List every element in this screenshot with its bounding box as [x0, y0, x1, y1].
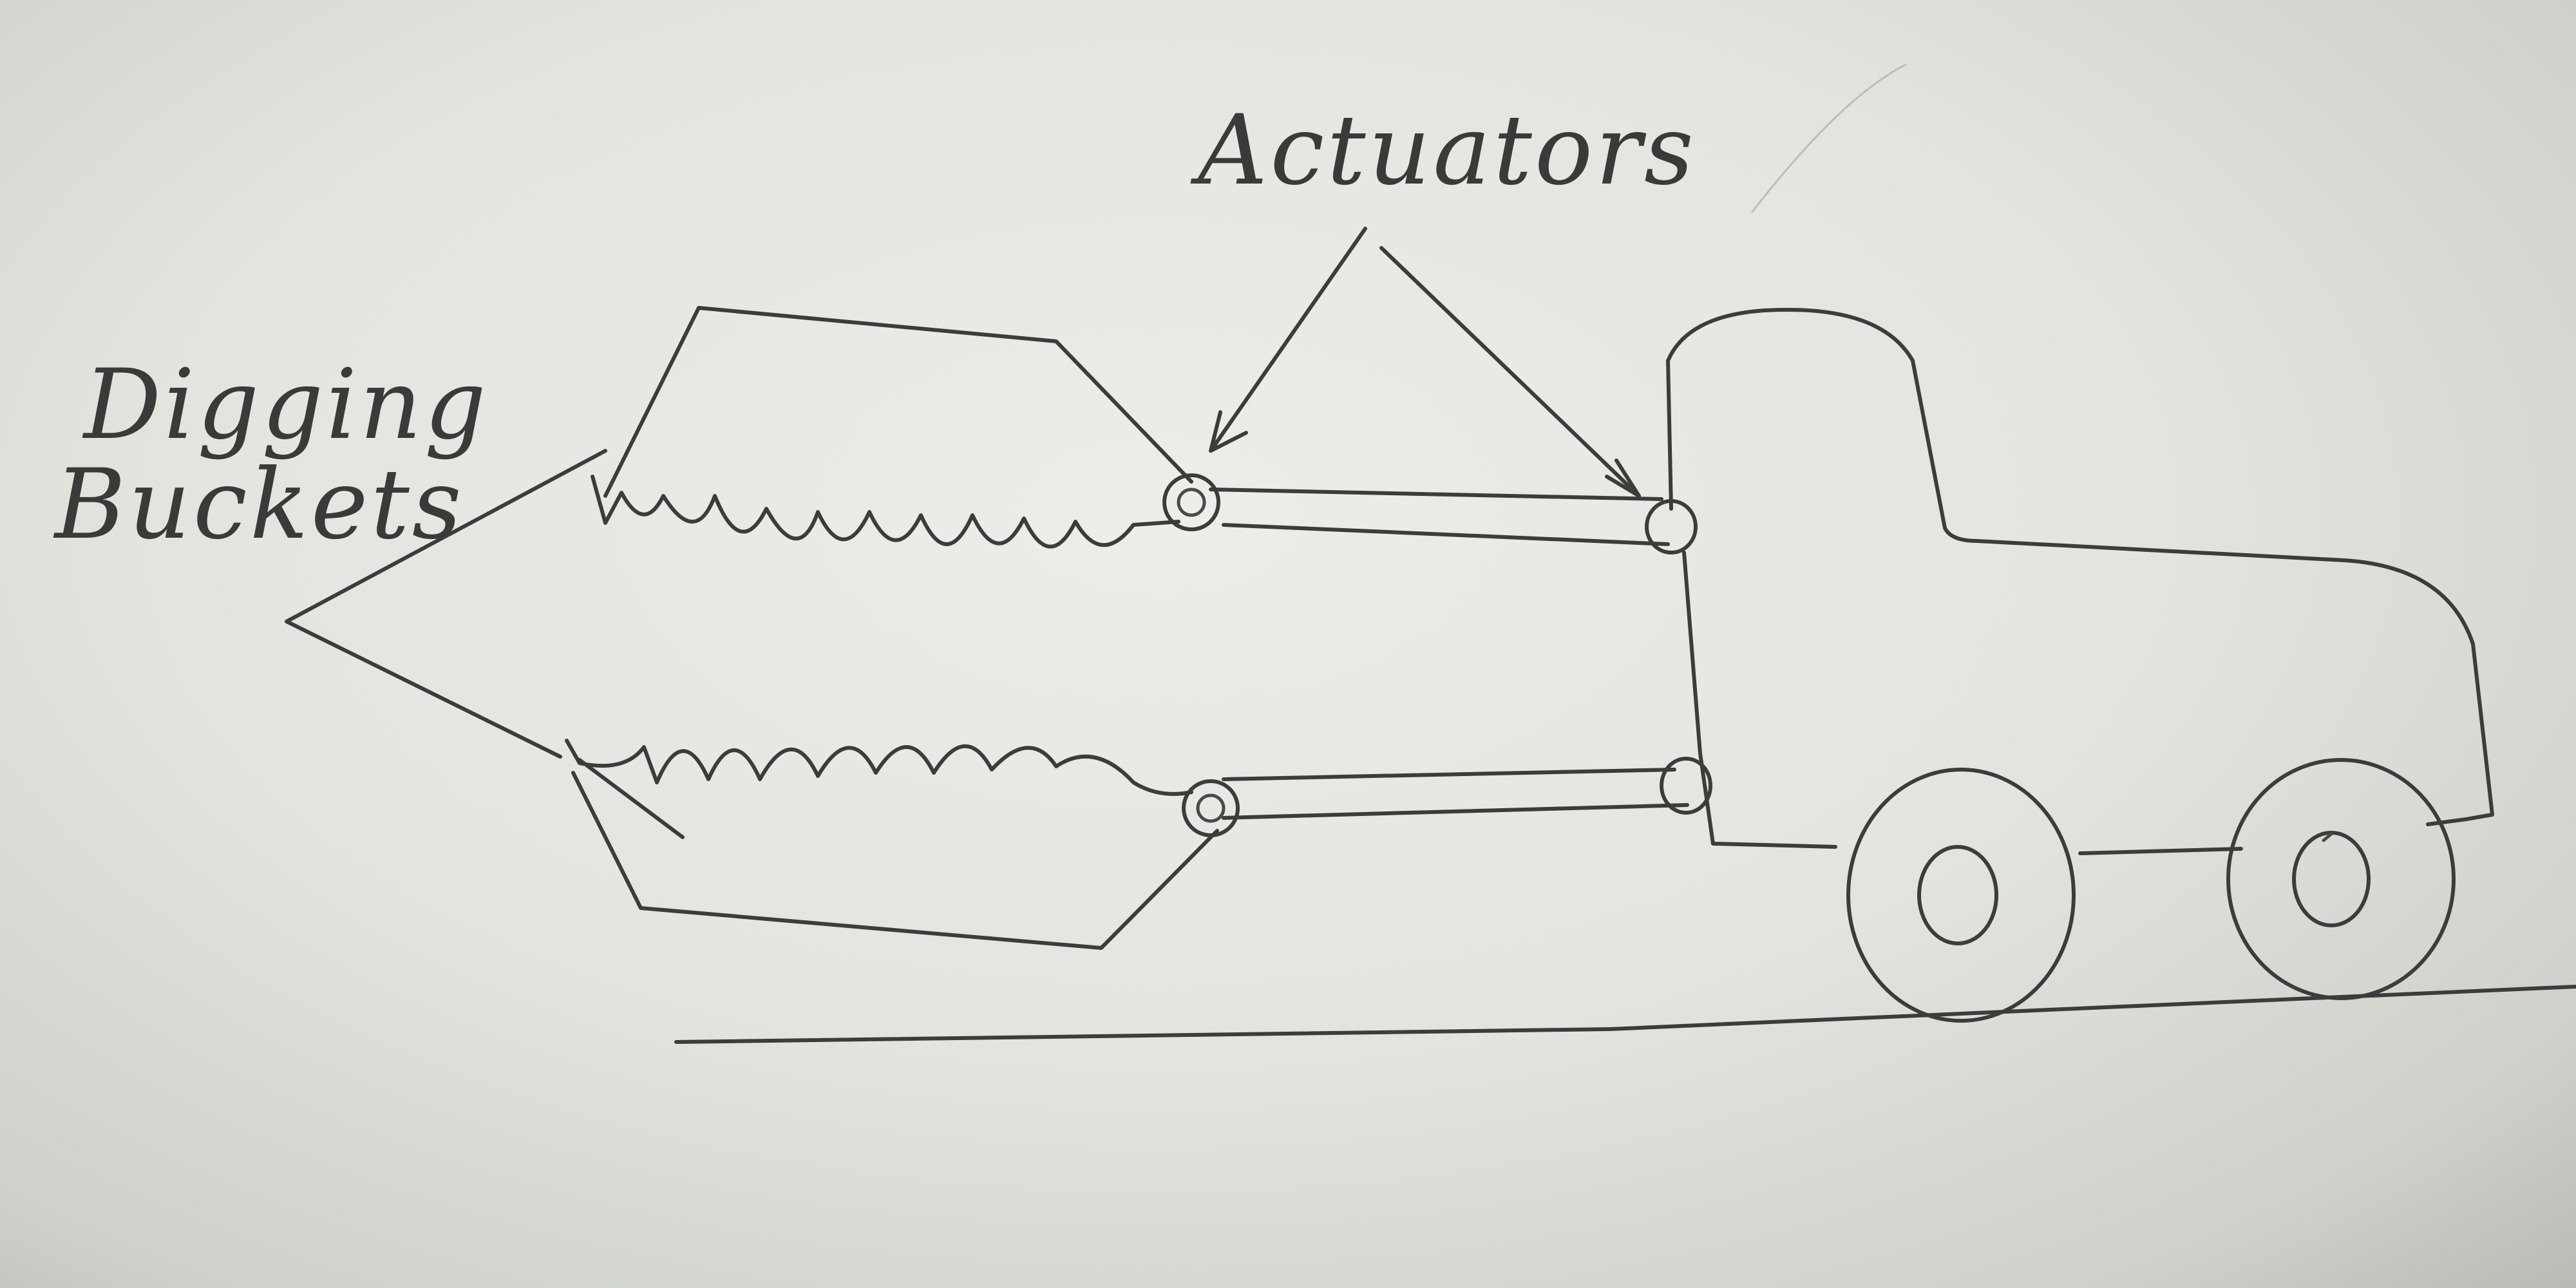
ground-line	[674, 985, 2576, 1044]
upper-bucket-outline	[603, 306, 1193, 498]
upper-bucket-teeth	[591, 475, 1180, 549]
upper-digging-bucket	[591, 306, 1193, 549]
truck-body	[1666, 308, 2494, 826]
digging-buckets-label-group: Digging Buckets	[53, 349, 607, 759]
pivot-upper-left	[1162, 473, 1220, 531]
pivot-lower-left	[1182, 779, 1240, 837]
digging-label-line2: Buckets	[53, 449, 464, 561]
lower-bucket-lip	[578, 758, 685, 839]
actuator-arrow-right	[1379, 246, 1641, 498]
rear-wheel	[2226, 758, 2456, 1000]
digging-label-line1: Digging	[82, 349, 489, 461]
lower-bucket-teeth	[565, 739, 1193, 796]
actuators-label-group: Actuators	[1190, 95, 1696, 498]
digging-arrow-pointer	[285, 449, 607, 759]
paper-crease	[1750, 63, 1907, 213]
lower-bucket-outline	[571, 771, 1219, 950]
boom-arms	[1209, 488, 1689, 820]
upper-boom-arm	[1209, 488, 1670, 546]
lower-boom-arm	[1222, 768, 1689, 820]
actuator-arrow-left	[1209, 227, 1367, 453]
truck-underside	[1682, 551, 1837, 849]
front-wheel	[1846, 768, 2076, 1023]
pivot-lower-right	[1660, 757, 1712, 815]
truck-underside-between-wheels	[2078, 847, 2243, 855]
actuators-label: Actuators	[1190, 95, 1696, 207]
lower-digging-bucket	[565, 739, 1219, 950]
truck	[1666, 308, 2494, 1023]
